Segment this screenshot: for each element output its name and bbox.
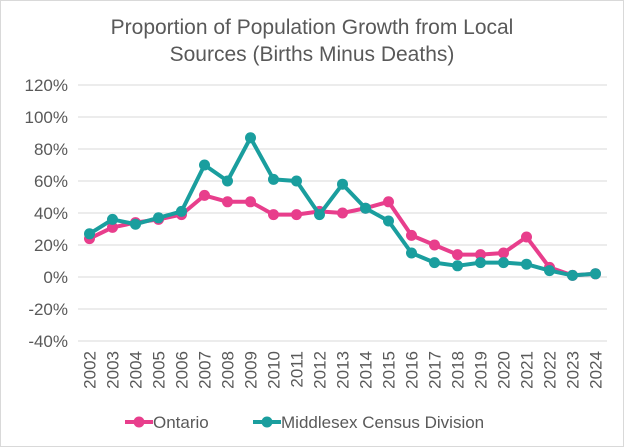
legend-item-middlesex-census-division: Middlesex Census Division (253, 413, 484, 432)
x-tick-label: 2017 (426, 351, 445, 389)
ontario-point (199, 189, 210, 201)
ontario-point (498, 247, 509, 259)
x-tick-label: 2024 (587, 351, 606, 389)
series-lines (84, 132, 601, 281)
x-tick-label: 2022 (541, 351, 560, 389)
y-tick-label: -20% (28, 300, 68, 319)
legend-label: Ontario (153, 413, 209, 432)
middlesex-census-division-point (544, 265, 555, 277)
ontario-point (107, 221, 118, 233)
y-tick-label: 120% (25, 76, 68, 95)
x-tick-label: 2003 (104, 351, 123, 389)
ontario-point (452, 249, 463, 261)
ontario-point (383, 196, 394, 208)
middlesex-census-division-point (199, 159, 210, 171)
x-tick-label: 2004 (127, 351, 146, 389)
middlesex-census-division-point (314, 209, 325, 221)
middlesex-census-division-point (153, 212, 164, 224)
y-tick-label: 60% (34, 172, 68, 191)
y-tick-label: 80% (34, 140, 68, 159)
x-tick-label: 2007 (196, 351, 215, 389)
y-tick-label: 100% (25, 108, 68, 127)
x-tick-label: 2015 (380, 351, 399, 389)
middlesex-census-division-point (406, 247, 417, 259)
legend-swatch-marker (261, 416, 273, 428)
ontario-point (406, 229, 417, 241)
middlesex-census-division-point (521, 258, 532, 270)
x-tick-label: 2021 (518, 351, 537, 389)
chart-title-line-1: Proportion of Population Growth from Loc… (111, 16, 514, 39)
legend-swatch-marker (133, 416, 145, 428)
ontario-point (337, 207, 348, 219)
x-tick-label: 2005 (150, 351, 169, 389)
x-tick-label: 2019 (472, 351, 491, 389)
x-tick-label: 2002 (81, 351, 100, 389)
middlesex-census-division-point (176, 205, 187, 217)
y-axis-tick-labels: 120% 100% 80% 60% 40% 20% 0% -20% -40% (25, 76, 68, 351)
ontario-point (429, 239, 440, 251)
legend-label: Middlesex Census Division (281, 413, 484, 432)
middlesex-census-division-point (383, 215, 394, 227)
middlesex-census-division-point (291, 175, 302, 187)
legend-item-ontario: Ontario (125, 413, 209, 432)
y-tick-label: -40% (28, 332, 68, 351)
middlesex-census-division-point (337, 178, 348, 190)
ontario-point (291, 209, 302, 221)
middlesex-census-division-point (84, 228, 95, 240)
middlesex-census-division-point (498, 257, 509, 269)
middlesex-census-division-line (88, 135, 596, 278)
middlesex-census-division-point (245, 132, 256, 144)
ontario-point (521, 231, 532, 243)
series-middlesex-census-division (84, 132, 601, 281)
x-tick-label: 2010 (265, 351, 284, 389)
x-tick-label: 2006 (173, 351, 192, 389)
middlesex-census-division-point (222, 175, 233, 187)
ontario-point (245, 196, 256, 208)
x-tick-label: 2013 (334, 351, 353, 389)
x-tick-label: 2016 (403, 351, 422, 389)
x-tick-label: 2012 (311, 351, 330, 389)
chart-title-line-2: Sources (Births Minus Deaths) (170, 43, 455, 66)
x-tick-label: 2018 (449, 351, 468, 389)
middlesex-census-division-point (567, 269, 578, 281)
middlesex-census-division-point (452, 260, 463, 272)
y-tick-label: 40% (34, 204, 68, 223)
x-tick-label: 2023 (564, 351, 583, 389)
middlesex-census-division-point (107, 213, 118, 225)
middlesex-census-division-point (360, 202, 371, 214)
middlesex-census-division-point (268, 173, 279, 185)
x-tick-label: 2009 (242, 351, 261, 389)
middlesex-census-division-point (429, 257, 440, 269)
ontario-point (268, 209, 279, 221)
middlesex-census-division-point (475, 257, 486, 269)
x-tick-label: 2020 (495, 351, 514, 389)
y-tick-label: 20% (34, 236, 68, 255)
legend: Ontario Middlesex Census Division (125, 413, 484, 432)
middlesex-census-division-point (130, 218, 141, 230)
middlesex-census-division-point (590, 268, 601, 280)
x-tick-label: 2014 (357, 351, 376, 389)
x-tick-label: 2008 (219, 351, 238, 389)
y-tick-label: 0% (43, 268, 68, 287)
x-axis-tick-labels: 2002 2003 2004 2005 2006 2007 2008 2009 2010 2011… (81, 351, 606, 389)
ontario-point (222, 196, 233, 208)
chart-title: Proportion of Population Growth from Loc… (111, 16, 514, 66)
x-tick-label: 2011 (288, 351, 307, 388)
ontario-point (475, 249, 486, 261)
